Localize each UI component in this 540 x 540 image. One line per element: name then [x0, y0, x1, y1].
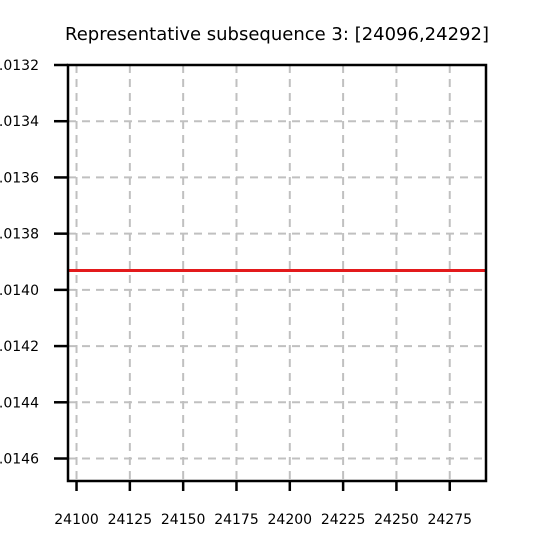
- x-tick-label: 24150: [161, 512, 206, 528]
- chart-title: Representative subsequence 3: [24096,242…: [65, 24, 489, 45]
- y-tick-label: .0142: [0, 339, 39, 355]
- y-tick-label: .0136: [0, 170, 39, 186]
- y-tick-label: .0146: [0, 452, 39, 468]
- x-tick-label: 24250: [374, 512, 419, 528]
- x-tick-label: 24275: [427, 512, 472, 528]
- plot-frame: [66, 63, 488, 483]
- y-tick-label: .0138: [0, 227, 39, 243]
- y-tick-label: .0144: [0, 395, 39, 411]
- y-tick-label: .0140: [0, 283, 39, 299]
- x-tick-label: 24175: [214, 512, 259, 528]
- x-tick-label: 24100: [54, 512, 99, 528]
- x-tick-label: 24200: [268, 512, 313, 528]
- y-tick-label: .0134: [0, 114, 39, 130]
- x-tick-label: 24225: [321, 512, 366, 528]
- grid-lines: [68, 64, 486, 481]
- axis-ticks: 24100 24125 24150 24175 24200 24225 24250 24275…: [0, 58, 472, 528]
- y-tick-label: .0132: [0, 58, 39, 74]
- x-tick-label: 24125: [108, 512, 153, 528]
